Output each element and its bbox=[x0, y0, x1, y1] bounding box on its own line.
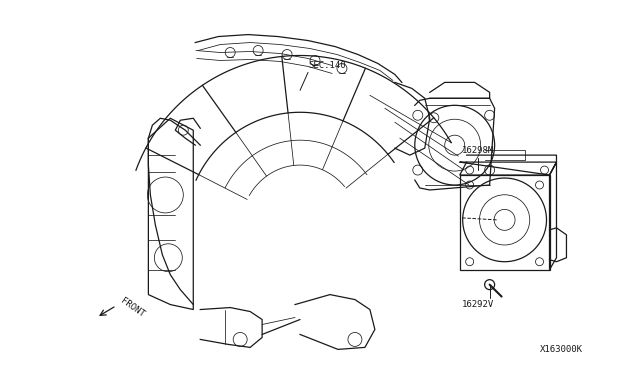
Text: 16298M: 16298M bbox=[461, 146, 494, 155]
Text: 16292V: 16292V bbox=[461, 299, 494, 309]
Text: X163000K: X163000K bbox=[540, 345, 582, 355]
Text: SEC.140: SEC.140 bbox=[308, 61, 346, 70]
Text: FRONT: FRONT bbox=[118, 296, 146, 319]
